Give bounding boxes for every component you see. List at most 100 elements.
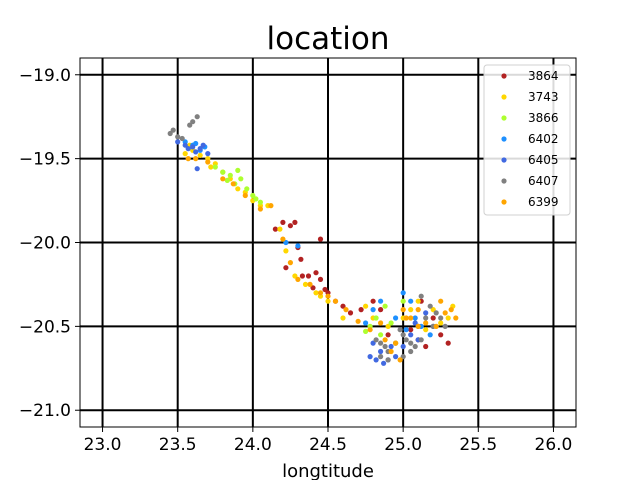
legend: 3864 3743 3866 6402 6405 6407 6399	[483, 64, 571, 216]
data-point-6399	[415, 307, 421, 313]
data-point-6399	[268, 203, 274, 209]
data-point-6407	[408, 340, 414, 346]
data-point-6407	[442, 323, 448, 329]
data-point-3866	[363, 328, 369, 334]
data-point-6399	[433, 323, 439, 329]
data-point-6402	[363, 320, 369, 326]
data-point-3866	[250, 192, 256, 199]
data-point-6399	[408, 315, 414, 321]
grid-lines	[80, 58, 576, 427]
data-point-6399	[438, 298, 444, 304]
data-point-3743	[385, 323, 391, 329]
data-point-3743	[408, 307, 414, 313]
data-point-6405	[205, 151, 211, 157]
x-tick-label: 23.5	[159, 435, 197, 455]
data-point-6405	[190, 144, 196, 150]
data-point-3864	[423, 343, 429, 350]
data-point-3864	[283, 265, 289, 271]
data-point-6407	[194, 114, 200, 120]
data-point-3864	[445, 340, 451, 346]
data-point-3743	[283, 248, 289, 254]
data-point-3743	[277, 226, 283, 232]
data-point-6399	[325, 293, 331, 299]
data-point-6405	[388, 343, 394, 350]
data-point-3864	[340, 303, 346, 309]
data-point-3866	[382, 303, 388, 309]
data-point-6399	[307, 281, 313, 287]
data-point-3864	[378, 307, 384, 313]
data-point-6407	[400, 332, 406, 338]
x-tick-label: 25.5	[459, 435, 497, 455]
data-point-3864	[317, 236, 324, 242]
x-tick-label: 23.0	[84, 435, 122, 455]
legend-label-3864: 3864	[528, 69, 559, 83]
data-point-6399	[382, 337, 388, 343]
legend-marker-3864	[501, 73, 507, 79]
data-point-3866	[257, 199, 263, 205]
data-point-6407	[427, 303, 433, 309]
data-point-3866	[253, 196, 259, 202]
data-point-3864	[385, 332, 391, 338]
data-point-3743	[197, 152, 203, 158]
data-point-3743	[208, 164, 214, 170]
data-point-6402	[283, 239, 289, 246]
x-tick-label: 25.0	[384, 435, 422, 455]
data-point-6405	[175, 139, 181, 145]
legend-marker-6407	[501, 178, 507, 184]
data-point-6407	[403, 337, 409, 343]
data-point-6407	[408, 348, 414, 355]
x-axis-label: longtitude	[282, 461, 374, 480]
data-point-3743	[423, 327, 429, 333]
data-point-6399	[400, 307, 406, 313]
legend-label-3866: 3866	[528, 111, 559, 125]
data-point-6405	[400, 343, 406, 350]
data-point-6402	[427, 332, 433, 338]
data-point-3866	[238, 176, 244, 182]
data-point-6402	[412, 315, 418, 321]
data-point-6399	[257, 206, 263, 212]
data-point-6399	[423, 320, 429, 326]
legend-box	[483, 64, 571, 216]
data-point-6399	[442, 310, 448, 316]
legend-marker-3743	[501, 94, 507, 100]
data-point-3864	[272, 226, 278, 232]
data-point-6399	[332, 298, 339, 304]
data-point-3743	[340, 315, 346, 321]
legend-marker-6405	[501, 157, 507, 163]
legend-label-6407: 6407	[528, 174, 559, 188]
axis-ticks: 23.0 23.5 24.0 24.5 25.0 25.5 26.0 −19.0 −19.5 −2…	[19, 66, 572, 455]
data-point-6399	[230, 181, 236, 187]
data-point-3864	[408, 327, 414, 333]
data-point-3743	[313, 290, 319, 296]
data-point-6399	[280, 236, 286, 242]
y-tick-label: −19.5	[19, 150, 71, 170]
data-point-6407	[170, 127, 176, 133]
data-point-6399	[448, 307, 454, 313]
data-point-3864	[292, 219, 298, 225]
data-point-6405	[370, 340, 376, 346]
data-point-3743	[302, 281, 309, 287]
data-point-3864	[305, 273, 312, 279]
data-point-3866	[224, 177, 230, 183]
data-point-6402	[295, 243, 301, 249]
legend-label-6402: 6402	[528, 132, 559, 146]
data-point-3864	[438, 332, 444, 338]
data-point-6405	[381, 360, 387, 366]
data-point-3864	[280, 219, 286, 225]
data-point-6405	[393, 354, 399, 360]
data-point-6407	[187, 122, 193, 128]
data-point-3866	[235, 167, 241, 173]
data-point-3864	[287, 223, 293, 229]
data-point-3866	[227, 172, 233, 178]
data-point-6399	[317, 290, 324, 296]
data-point-6405	[200, 142, 206, 148]
data-point-6399	[295, 276, 301, 282]
data-point-3743	[415, 298, 421, 304]
data-point-6407	[179, 135, 185, 142]
data-point-6399	[388, 348, 394, 355]
data-point-3866	[373, 315, 379, 321]
data-point-6399	[393, 340, 399, 346]
data-point-6407	[373, 337, 379, 343]
data-point-3866	[212, 164, 218, 170]
data-point-6407	[175, 134, 181, 140]
